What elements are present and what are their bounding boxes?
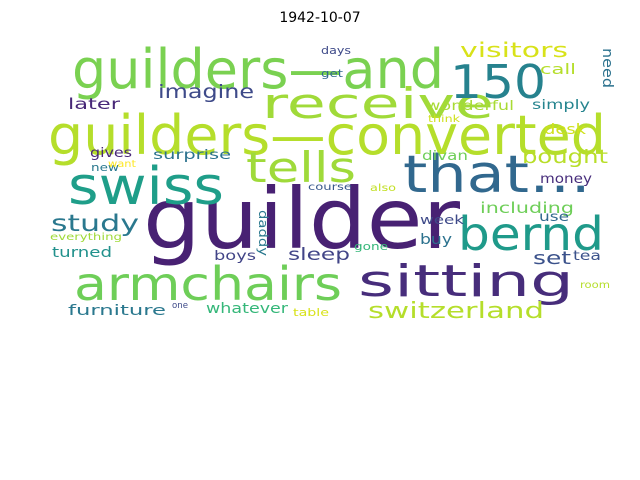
word-one: one bbox=[172, 301, 188, 311]
word-wonderful: wonderful bbox=[426, 99, 514, 114]
word-visitors: visitors bbox=[460, 38, 568, 62]
word-surprise: surprise bbox=[153, 148, 231, 163]
word-bought: bought bbox=[522, 146, 608, 168]
chart-title: 1942-10-07 bbox=[279, 10, 361, 26]
word-also: also bbox=[370, 183, 396, 194]
word-divan: divan bbox=[422, 149, 468, 164]
word-get: get bbox=[321, 67, 344, 80]
word-gone: gone bbox=[354, 240, 388, 253]
word-money: money bbox=[540, 172, 592, 187]
word-boys: boys bbox=[214, 249, 256, 264]
word-turned: turned bbox=[52, 245, 112, 261]
word-need: need bbox=[599, 48, 614, 88]
word-imagine: imagine bbox=[158, 81, 254, 103]
word-room: room bbox=[580, 280, 610, 291]
word-call: call bbox=[540, 62, 576, 78]
word-including: including bbox=[480, 199, 574, 217]
word-want: want bbox=[108, 159, 136, 170]
word-daddy: daddy bbox=[256, 210, 270, 256]
word-tea: tea bbox=[573, 249, 601, 264]
word-furniture: furniture bbox=[68, 303, 166, 319]
word-guilder: guilder bbox=[143, 170, 460, 268]
word-table: table bbox=[293, 306, 329, 319]
word-armchairs: armchairs bbox=[74, 257, 342, 311]
word-bernd: bernd bbox=[458, 207, 604, 261]
word-new: new bbox=[91, 161, 119, 174]
word-sitting: sitting bbox=[358, 256, 574, 307]
word-that: that… bbox=[403, 145, 591, 205]
word-set: set bbox=[533, 248, 571, 269]
word-swiss: swiss bbox=[68, 157, 224, 217]
word-guilders-converted: guilders—converted bbox=[48, 104, 606, 167]
word-sleep: sleep bbox=[288, 245, 350, 265]
word-study: study bbox=[51, 211, 139, 237]
word-later: later bbox=[68, 95, 121, 113]
word-days: days bbox=[321, 44, 351, 57]
word-buy: buy bbox=[420, 232, 452, 248]
word-whatever: whatever bbox=[206, 301, 288, 317]
word-switzerland: switzerland bbox=[368, 299, 544, 324]
word-guilders-and: guilders—and bbox=[72, 38, 444, 101]
word-tells: tells bbox=[246, 143, 356, 192]
word-gives: gives bbox=[90, 146, 132, 161]
word-everything: everything bbox=[50, 232, 122, 243]
word-course: course bbox=[308, 182, 352, 193]
word-receive: receive bbox=[262, 79, 494, 128]
word-150: 150 bbox=[450, 55, 546, 109]
word-use: use bbox=[539, 210, 569, 225]
word-week: week bbox=[420, 213, 464, 227]
word-simply: simply bbox=[532, 98, 590, 113]
word-think: think bbox=[428, 114, 460, 125]
word-desk: desk bbox=[544, 122, 587, 138]
